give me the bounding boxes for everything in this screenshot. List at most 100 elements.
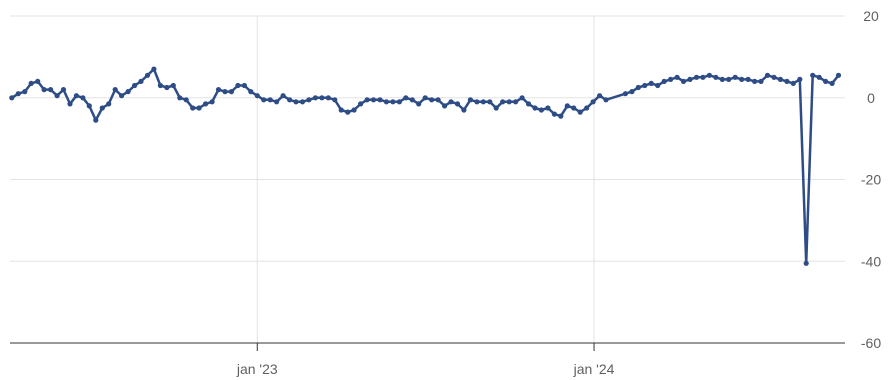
data-point[interactable] [571, 105, 577, 111]
data-point[interactable] [157, 82, 163, 89]
data-point[interactable] [519, 95, 525, 101]
data-point[interactable] [183, 97, 189, 103]
data-point[interactable] [177, 95, 183, 101]
data-point[interactable] [306, 97, 312, 103]
data-point[interactable] [758, 78, 764, 84]
data-point[interactable] [732, 74, 738, 80]
data-point[interactable] [674, 74, 680, 80]
data-point[interactable] [351, 107, 357, 113]
data-point[interactable] [745, 76, 751, 82]
data-point[interactable] [642, 82, 648, 89]
data-point[interactable] [170, 82, 176, 89]
data-point[interactable] [454, 101, 461, 107]
data-point[interactable] [790, 80, 796, 86]
data-point[interactable] [144, 72, 151, 78]
data-point[interactable] [784, 78, 790, 84]
data-point[interactable] [254, 93, 260, 99]
data-point[interactable] [829, 80, 835, 86]
data-point[interactable] [816, 74, 822, 80]
data-point[interactable] [442, 103, 448, 109]
data-point[interactable] [590, 99, 596, 105]
data-point[interactable] [551, 111, 558, 117]
data-point[interactable] [629, 89, 635, 95]
data-point[interactable] [538, 107, 545, 113]
data-point[interactable] [810, 72, 816, 78]
data-point[interactable] [797, 76, 803, 82]
data-point[interactable] [545, 105, 551, 111]
data-point[interactable] [86, 103, 92, 109]
data-point[interactable] [713, 74, 719, 80]
data-point[interactable] [706, 72, 713, 78]
data-point[interactable] [777, 76, 784, 82]
data-point[interactable] [487, 99, 493, 105]
data-point[interactable] [752, 78, 758, 84]
data-point[interactable] [558, 113, 564, 119]
data-point[interactable] [60, 87, 67, 93]
data-point[interactable] [106, 101, 112, 107]
data-point[interactable] [190, 105, 196, 111]
data-point[interactable] [287, 97, 293, 103]
data-point[interactable] [577, 109, 583, 115]
data-point[interactable] [532, 105, 538, 111]
data-point[interactable] [493, 105, 499, 111]
data-point[interactable] [228, 89, 234, 95]
data-point[interactable] [67, 101, 73, 107]
data-point[interactable] [726, 76, 732, 82]
data-point[interactable] [325, 95, 331, 101]
data-point[interactable] [680, 78, 687, 84]
data-point[interactable] [222, 89, 228, 95]
data-point[interactable] [448, 99, 454, 105]
data-point[interactable] [358, 101, 364, 107]
data-point[interactable] [480, 99, 486, 105]
data-point[interactable] [267, 97, 273, 103]
data-point[interactable] [125, 89, 131, 95]
data-point[interactable] [261, 97, 267, 103]
data-point[interactable] [764, 72, 771, 78]
data-point[interactable] [700, 74, 706, 80]
data-point[interactable] [93, 117, 99, 123]
data-point[interactable] [370, 97, 377, 103]
data-point[interactable] [622, 91, 629, 97]
data-point[interactable] [99, 105, 105, 111]
data-point[interactable] [823, 78, 829, 84]
data-point[interactable] [390, 99, 396, 105]
data-point[interactable] [429, 97, 435, 103]
data-point[interactable] [506, 99, 512, 105]
data-point[interactable] [525, 101, 532, 107]
data-point[interactable] [719, 76, 725, 82]
data-point[interactable] [771, 74, 777, 80]
data-point[interactable] [196, 105, 202, 111]
data-point[interactable] [603, 97, 609, 103]
data-point[interactable] [422, 95, 428, 101]
data-point[interactable] [119, 93, 125, 99]
data-point[interactable] [416, 101, 422, 107]
data-point[interactable] [203, 101, 209, 107]
data-point[interactable] [635, 84, 641, 91]
data-point[interactable] [668, 76, 674, 82]
data-point[interactable] [112, 87, 118, 93]
data-point[interactable] [274, 99, 280, 105]
data-point[interactable] [73, 93, 79, 99]
data-point[interactable] [661, 78, 667, 84]
data-point[interactable] [467, 97, 473, 103]
data-point[interactable] [54, 93, 60, 99]
data-point[interactable] [693, 74, 700, 80]
data-point[interactable] [500, 99, 506, 105]
data-point[interactable] [655, 82, 661, 89]
data-point[interactable] [138, 78, 144, 84]
data-point[interactable] [338, 107, 344, 113]
data-point[interactable] [435, 97, 441, 103]
data-point[interactable] [209, 99, 215, 105]
data-point[interactable] [319, 95, 325, 101]
data-point[interactable] [396, 99, 402, 105]
data-point[interactable] [280, 93, 286, 99]
data-point[interactable] [377, 97, 383, 103]
data-point[interactable] [80, 95, 86, 101]
data-point[interactable] [299, 99, 306, 105]
data-point[interactable] [409, 97, 415, 103]
data-point[interactable] [235, 82, 241, 89]
data-point[interactable] [28, 80, 34, 86]
data-point[interactable] [48, 87, 54, 93]
data-point[interactable] [293, 99, 299, 105]
data-point[interactable] [22, 89, 28, 95]
